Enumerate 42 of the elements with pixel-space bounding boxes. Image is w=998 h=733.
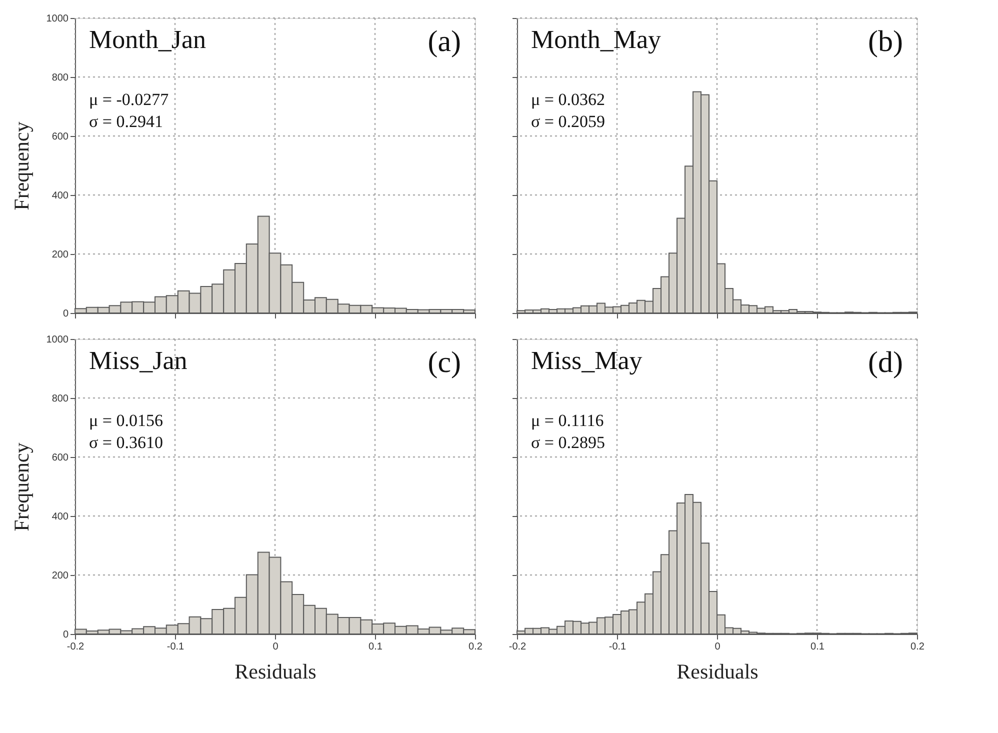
y-tick-label: 0 bbox=[62, 308, 69, 320]
y-tick-label: 400 bbox=[52, 190, 69, 202]
x-tick-label: -0.1 bbox=[166, 642, 185, 652]
y-tick-label: 200 bbox=[52, 570, 69, 582]
annotation: μ = 0.0362 bbox=[531, 90, 605, 109]
annotation: Month_Jan bbox=[89, 25, 206, 54]
y-tick-label: 400 bbox=[52, 512, 69, 522]
y-tick-label: 800 bbox=[52, 394, 69, 404]
y-tick-label: 1000 bbox=[46, 334, 69, 346]
annotation: Miss_May bbox=[531, 346, 642, 375]
annotation: μ = -0.0277 bbox=[89, 90, 170, 109]
x-tick-label: -0.1 bbox=[608, 642, 627, 652]
y-tick-label: 600 bbox=[52, 132, 69, 142]
y-tick-label: 200 bbox=[52, 250, 69, 260]
x-tick-label: 0.1 bbox=[368, 642, 383, 652]
annotation: (b) bbox=[868, 25, 903, 58]
annotation: σ = 0.2059 bbox=[531, 112, 606, 131]
x-tick-label: 0 bbox=[272, 642, 279, 652]
x-tick-label: 0 bbox=[714, 642, 721, 652]
annotation: Month_May bbox=[531, 25, 661, 54]
annotation: μ = 0.1116 bbox=[531, 411, 604, 430]
annotation: Miss_Jan bbox=[89, 346, 188, 375]
y-axis-title: Frequency bbox=[9, 442, 34, 532]
annotation: σ = 0.3610 bbox=[89, 433, 164, 452]
x-tick-label: -0.2 bbox=[66, 642, 85, 652]
annotation: (c) bbox=[428, 346, 461, 379]
x-axis-title: Residuals bbox=[676, 660, 758, 684]
x-axis-title: Residuals bbox=[234, 660, 316, 684]
annotation: μ = 0.0156 bbox=[89, 411, 163, 430]
x-tick-label: 0.2 bbox=[910, 642, 925, 652]
y-tick-label: 600 bbox=[52, 452, 69, 464]
annotation: σ = 0.2895 bbox=[531, 433, 606, 452]
x-tick-label: 0.1 bbox=[810, 642, 825, 652]
y-axis-title: Frequency bbox=[9, 121, 34, 210]
y-tick-label: 1000 bbox=[46, 14, 69, 24]
annotation: (d) bbox=[868, 346, 903, 379]
x-tick-label: 0.2 bbox=[468, 642, 483, 652]
y-tick-label: 0 bbox=[62, 630, 69, 640]
annotation: (a) bbox=[428, 25, 461, 58]
annotation: σ = 0.2941 bbox=[89, 112, 164, 131]
x-tick-label: -0.2 bbox=[508, 642, 527, 652]
y-tick-label: 800 bbox=[52, 72, 69, 84]
